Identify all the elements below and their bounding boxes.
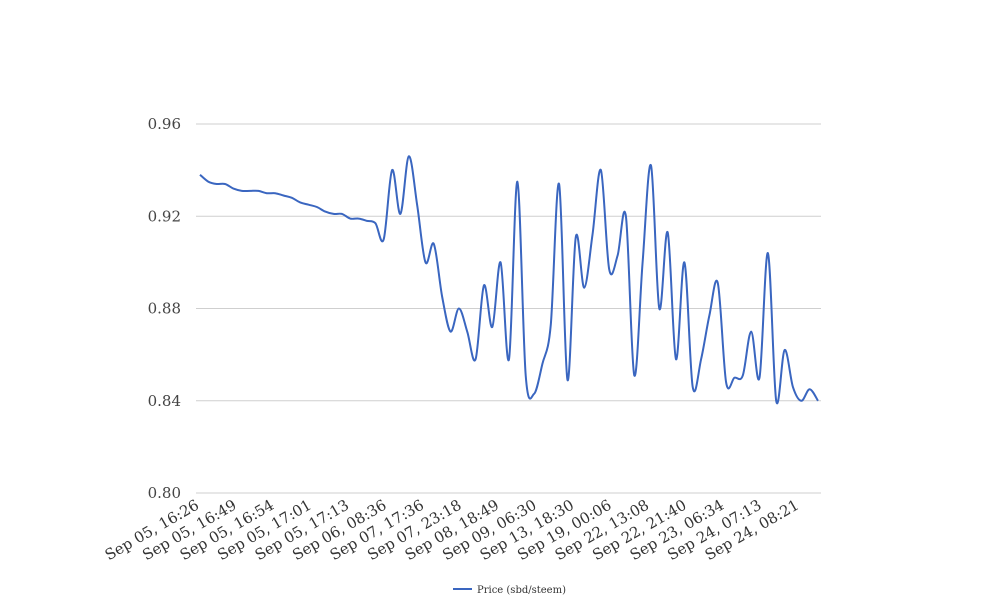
data-point [407,154,411,158]
y-tick-label: 0.96 [148,115,181,133]
data-point [457,307,461,311]
data-point [348,217,352,221]
data-point [424,260,428,264]
data-point [499,260,503,264]
data-point [783,348,787,352]
data-point [223,182,227,186]
data-point [808,387,812,391]
data-point [398,212,402,216]
y-axis-tick-labels: 0.80 0.84 0.88 0.92 0.96 [148,115,181,502]
data-point [373,221,377,225]
data-point [591,233,595,237]
series-line [199,155,819,405]
data-point [390,168,394,172]
data-point [257,189,261,193]
data-point [532,392,536,396]
data-point [766,251,770,255]
data-point [632,373,636,377]
data-point [682,260,686,264]
data-point [716,281,720,285]
data-point [415,203,419,207]
legend-label: Price (sbd/steem) [477,585,566,596]
data-point [248,189,252,193]
data-point [507,357,511,361]
data-point [315,205,319,209]
data-point [566,378,570,382]
data-point [340,212,344,216]
data-point [432,242,436,246]
data-point [707,313,711,317]
y-tick-label: 0.80 [148,484,181,502]
data-point [733,376,737,380]
data-point [741,373,745,377]
data-point [198,173,202,177]
series-layer [198,154,820,405]
data-point [724,380,728,384]
data-point [540,362,544,366]
data-point [474,357,478,361]
data-point [449,330,453,334]
data-point [557,182,561,186]
y-tick-label: 0.92 [148,207,181,225]
data-point [549,323,553,327]
data-point [290,196,294,200]
y-tick-label: 0.88 [148,300,181,318]
y-tick-label: 0.84 [148,392,181,410]
data-point [574,235,578,239]
data-point [215,182,219,186]
data-point [332,212,336,216]
data-point [465,330,469,334]
data-point [440,295,444,299]
data-point [799,399,803,403]
data-point [649,164,653,168]
data-point [515,180,519,184]
data-point [282,194,286,198]
data-point [674,357,678,361]
data-point [624,214,628,218]
data-point [482,283,486,287]
data-point [758,376,762,380]
data-point [490,325,494,329]
data-point [691,385,695,389]
data-point [666,230,670,234]
data-point [774,399,778,403]
data-point [791,385,795,389]
data-point [699,357,703,361]
data-point [382,237,386,241]
data-point [616,254,620,258]
data-point [298,200,302,204]
data-point [206,180,210,184]
data-point [240,189,244,193]
data-point [265,191,269,195]
data-point [749,330,753,334]
data-point [607,267,611,271]
data-point [323,210,327,214]
gridlines [196,123,821,494]
data-point [273,191,277,195]
data-point [524,373,528,377]
data-point [816,399,820,403]
data-point [365,219,369,223]
data-point [231,187,235,191]
data-point [582,286,586,290]
data-point [641,260,645,264]
legend: Price (sbd/steem) [453,585,566,596]
data-point [357,217,361,221]
data-point [599,168,603,172]
data-point [307,203,311,207]
data-point [657,307,661,311]
